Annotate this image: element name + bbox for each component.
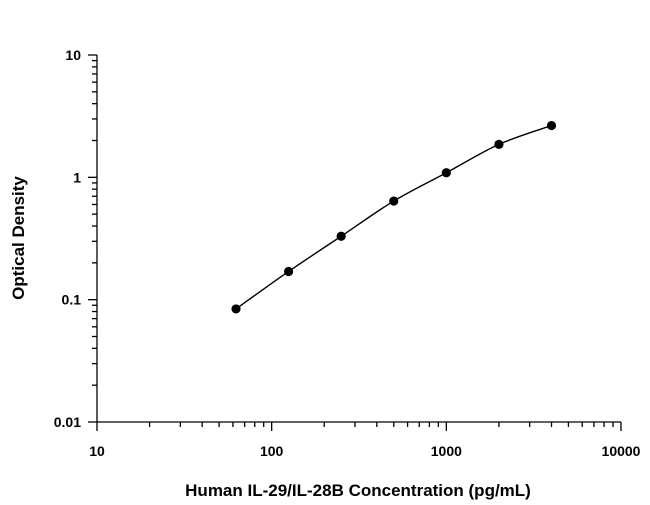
y-tick-label: 10 [65,47,81,63]
x-tick-label: 10 [89,443,105,459]
y-tick-label: 0.1 [62,292,82,308]
x-tick-label: 1000 [431,443,462,459]
x-tick-label: 100 [260,443,284,459]
y-tick-label: 1 [73,169,81,185]
x-axis-title: Human IL-29/IL-28B Concentration (pg/mL) [185,481,531,500]
data-point [389,196,399,206]
data-points [231,120,557,314]
x-tick-label: 10000 [602,443,641,459]
data-point [283,266,294,277]
axes: 10 100 1000 10000 0.01 0.1 1 10 [54,47,641,459]
data-point [336,231,346,241]
fit-curve-group [235,124,552,310]
y-tick-label: 0.01 [54,414,81,430]
fit-curve [235,124,552,310]
data-point [231,304,241,314]
y-axis-title: Optical Density [9,176,28,300]
data-point [494,139,504,149]
data-point [546,120,557,131]
data-point [441,168,451,178]
